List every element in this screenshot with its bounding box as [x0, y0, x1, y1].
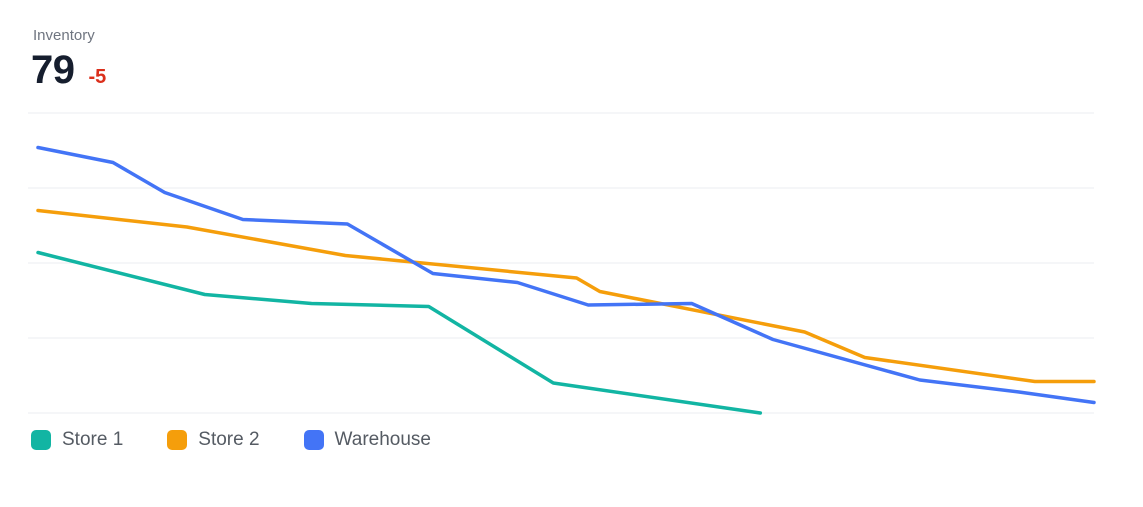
legend-item-warehouse[interactable]: Warehouse	[303, 429, 431, 451]
chart-legend: Store 1 Store 2 Warehouse	[31, 429, 431, 451]
warehouse-swatch-icon	[303, 430, 324, 450]
series-line-store-1	[36, 250, 763, 415]
legend-label-store-1: Store 1	[62, 429, 124, 450]
metric-value: 79	[31, 48, 75, 92]
metric-delta-badge: -5	[88, 66, 107, 88]
series-line-warehouse	[36, 145, 1096, 405]
store-2-swatch-icon	[167, 430, 188, 450]
store-1-swatch-icon	[31, 430, 51, 450]
legend-item-store-1[interactable]: Store 1	[31, 429, 123, 451]
metric-value-row: 79 -5	[31, 49, 106, 91]
legend-item-store-2[interactable]: Store 2	[167, 429, 260, 451]
legend-label-store-2: Store 2	[198, 429, 260, 450]
metric-title: Inventory	[33, 27, 95, 44]
legend-label-warehouse: Warehouse	[334, 429, 431, 450]
series-line-store-2	[36, 208, 1096, 384]
